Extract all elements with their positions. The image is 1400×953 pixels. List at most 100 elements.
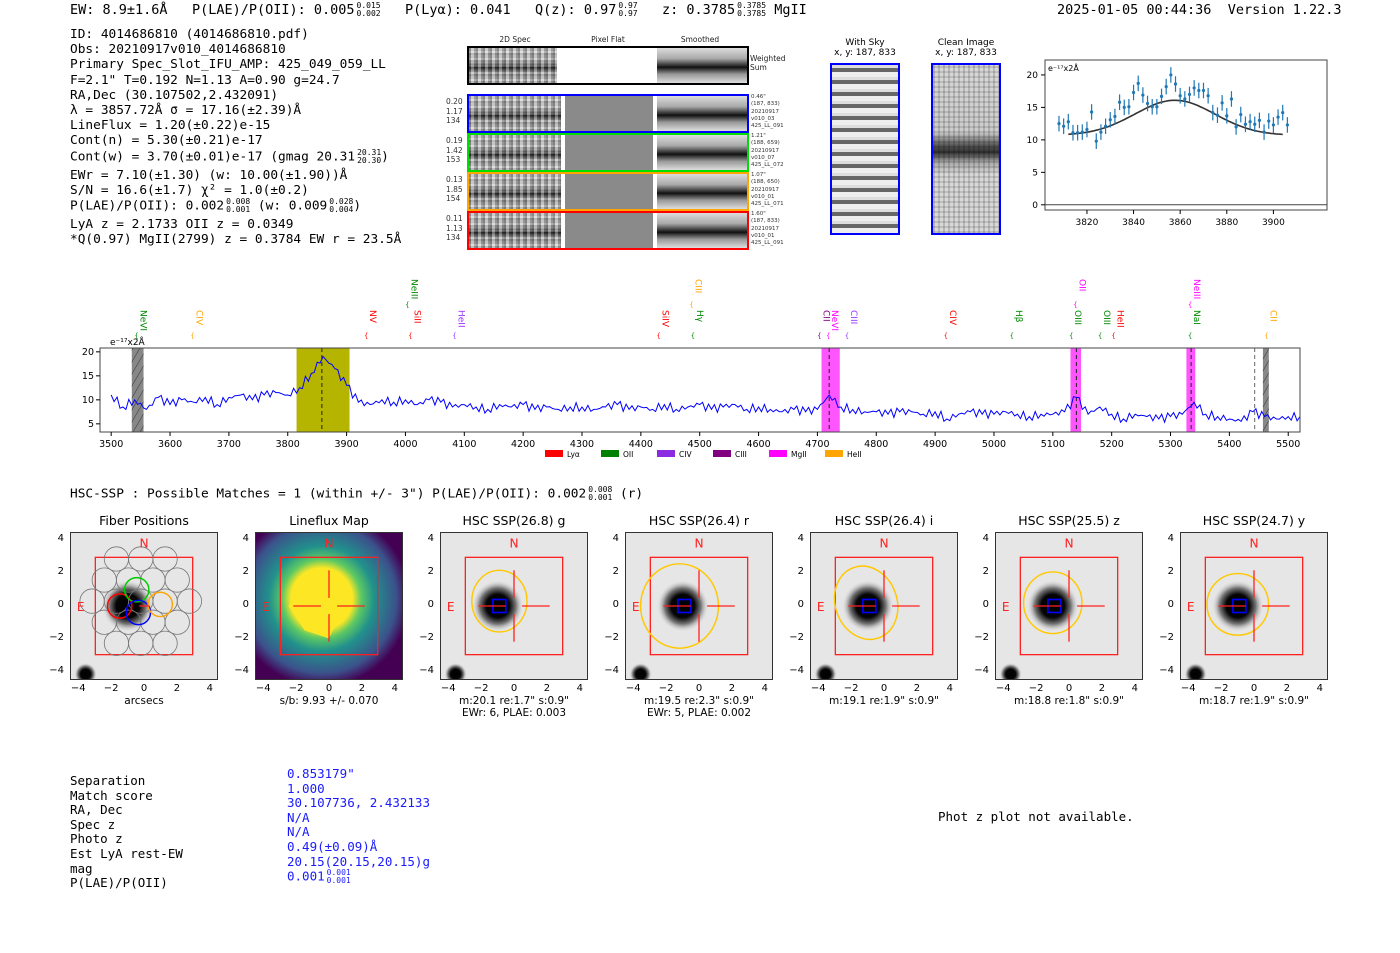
data-point	[1169, 73, 1173, 77]
data-point	[1281, 110, 1285, 115]
legend-label: CIV	[679, 450, 692, 459]
fiber-stats: 0.11 1.13 134	[446, 214, 463, 243]
fiber-spectrum-row	[467, 211, 749, 250]
east-label: E	[77, 600, 85, 614]
y-tick-label: 4	[427, 533, 434, 545]
cutout-title: HSC SSP(26.8) g	[462, 513, 566, 528]
highlighted-fiber	[106, 593, 133, 619]
pixel-flat-image	[565, 96, 653, 131]
data-point	[1243, 122, 1248, 126]
y-tick-label: 0	[612, 599, 619, 610]
smoothed-image	[657, 96, 747, 131]
fiber-stat: 0.13	[446, 175, 463, 184]
data-point	[1099, 130, 1103, 134]
y-tick-label: 4	[242, 533, 249, 545]
highlighted-fiber	[123, 576, 150, 603]
aperture-box	[279, 556, 379, 656]
line-name: Hγ	[694, 310, 704, 323]
x-tick-label: −4	[1180, 683, 1196, 694]
spec-2d-image	[469, 96, 561, 131]
north-label: N	[139, 537, 148, 551]
line-name: OIII	[1072, 310, 1082, 325]
line-bracket: {	[134, 332, 138, 340]
fiber-info: 1.21" (188, 659) 20210917 v010_07 425_LL_072	[751, 133, 784, 169]
emission-line-label: CIV	[947, 310, 957, 326]
y-tick-label: −4	[49, 664, 64, 676]
data-point	[1248, 120, 1252, 124]
match-labels: Separation Match score RA, Dec Spec z Photo …	[70, 773, 183, 891]
data-point	[1187, 92, 1192, 97]
x-tick-label: −4	[255, 683, 271, 694]
x-tick-label: −4	[440, 683, 456, 694]
x-tick-label: 4	[946, 683, 953, 694]
x-tick-label: 4900	[923, 439, 947, 450]
fiber-info-line: (187, 833)	[751, 101, 780, 108]
data-point	[1094, 139, 1098, 143]
cutout-image-1: NE	[255, 532, 403, 680]
qz-value: Q(z): 0.97	[535, 2, 617, 18]
spectrum-line	[110, 355, 1301, 424]
fiber-stat: 1.85	[446, 184, 463, 194]
info-contn: Cont(n) = 5.30(±0.21)e-17	[70, 133, 263, 149]
x-tick-label: 3860	[1169, 218, 1192, 228]
y-tick-label: −4	[974, 664, 989, 676]
match-label: Photo z	[70, 831, 123, 847]
x-tick-label: 5500	[1276, 439, 1300, 450]
y-tick-label: 2	[982, 566, 989, 578]
x-tick-label: 4	[1131, 683, 1138, 694]
plae-lo: 0.001	[226, 205, 251, 215]
cutout-caption: arcsecs	[44, 695, 244, 707]
x-tick-label: 3500	[99, 439, 123, 450]
fiber-stat: 153	[446, 155, 461, 164]
x-tick-label: 4	[391, 683, 398, 694]
z-lo: 0.3785	[737, 9, 767, 18]
line-name: CIII	[848, 310, 858, 324]
data-point	[1285, 123, 1289, 127]
x-tick-label: 0	[880, 683, 888, 694]
x-tick-label: 4	[761, 683, 768, 694]
north-label: N	[324, 537, 333, 551]
neighbor-source	[999, 662, 1022, 679]
hsc-header: HSC-SSP : Possible Matches = 1 (within +…	[70, 486, 643, 502]
y-tick-label: 10	[1027, 136, 1039, 146]
divider	[561, 174, 565, 209]
aperture-box	[649, 556, 749, 656]
match-value: 0.001 0.001 0.001	[287, 869, 430, 885]
line-name: HeII	[1115, 310, 1125, 328]
x-tick-label: 3600	[158, 439, 182, 450]
fiber-stat: 1.42	[446, 145, 463, 155]
x-tick-label: −2	[1028, 683, 1044, 694]
x-tick-label: −4	[70, 683, 86, 694]
plya-value: P(Lyα): 0.041	[404, 2, 511, 18]
info-obs: Obs: 20210917v010_4014686810	[70, 42, 286, 58]
y-tick-label: −2	[419, 631, 434, 643]
plae-hi: 0.008	[226, 197, 251, 207]
match-value-text: N/A	[287, 824, 310, 840]
data-point	[1178, 94, 1182, 98]
divider	[653, 96, 657, 131]
line-bracket: {	[1188, 301, 1192, 309]
data-point	[1145, 101, 1150, 106]
fiber-spectrum-row	[467, 94, 749, 133]
x-tick-label: −2	[658, 683, 674, 694]
y-tick-label: 0	[242, 599, 249, 610]
x-tick-label: −4	[810, 683, 826, 694]
cutout-title: Fiber Positions	[99, 513, 189, 528]
caption-line: m:20.1 re:1.7" s:0.9"	[459, 695, 569, 707]
emission-line-label: OIII	[1072, 310, 1082, 325]
y-tick-label: −2	[49, 631, 64, 643]
fiber-circle	[176, 588, 202, 614]
ew-value: EW: 8.9±1.6Å	[70, 2, 168, 18]
x-tick-label: 2	[173, 683, 181, 694]
x-tick-label: 3840	[1122, 218, 1145, 228]
data-point	[1080, 130, 1084, 134]
cutout-image-5: NE	[995, 532, 1143, 680]
caption-line: s/b: 9.93 +/- 0.070	[279, 695, 379, 707]
data-point	[1276, 115, 1280, 119]
fiber-stat: 134	[446, 233, 461, 242]
info-plae: P(LAE)/P(OII): 0.002 0.008 0.001 (w: 0.009…	[70, 198, 401, 217]
y-tick-label: 0	[57, 599, 64, 610]
emission-line-label: CIV	[194, 310, 204, 326]
info-id: ID: 4014686810 (4014686810.pdf)	[70, 27, 309, 42]
